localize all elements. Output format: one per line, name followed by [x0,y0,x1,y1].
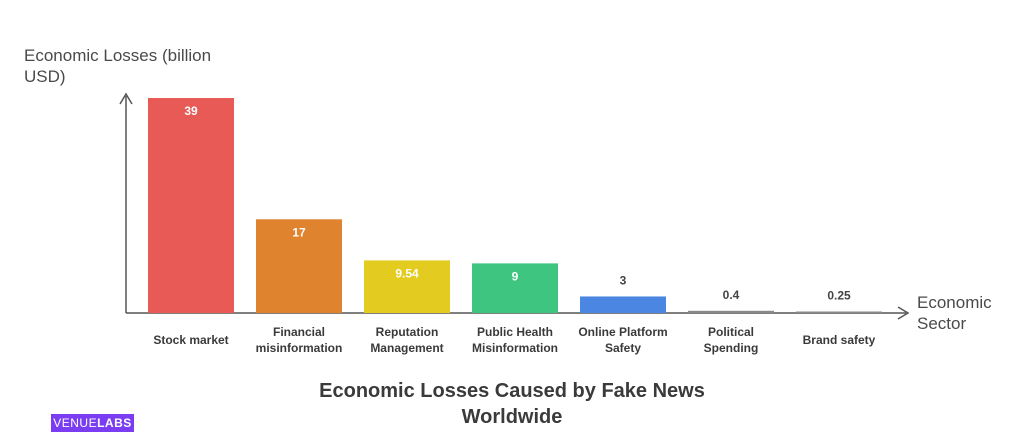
value-label-4: 3 [620,273,627,287]
bar-3 [472,263,558,313]
bar-4 [580,296,666,313]
category-labels: Stock market Financial misinformation Reput… [153,325,875,355]
category-label-2: Reputation Management [370,325,443,355]
value-label-1: 17 [292,225,306,239]
value-label-3: 9 [512,269,519,283]
category-label-0: Stock market [153,333,228,347]
category-label-6: Brand safety [803,333,876,347]
chart-title: Economic Losses Caused by Fake News Worl… [319,380,705,428]
x-axis-arrow [897,306,910,320]
venuelabs-logo: VENUELABS [51,414,134,432]
value-label-0: 39 [184,104,198,118]
bar-6 [796,311,882,313]
y-axis-arrow [119,92,133,105]
category-label-1: Financial misinformation [256,325,343,355]
logo-part-venue: VENUE [53,416,98,430]
y-axis-title: Economic Losses (billion USD) [24,46,212,86]
category-label-5: Political Spending [704,325,759,355]
bar-0 [148,98,234,313]
bar-5 [688,310,774,313]
logo-part-labs: LABS [97,416,132,430]
value-labels: 39 17 9.54 9 3 0.4 0.25 [184,104,851,303]
bar-1 [256,219,342,313]
value-label-5: 0.4 [723,288,740,302]
category-label-3: Public Health Misinformation [472,325,558,355]
value-label-2: 9.54 [395,266,419,280]
bar-2 [364,260,450,313]
x-axis-title: Economic Sector [917,293,992,333]
value-label-6: 0.25 [827,289,851,303]
category-label-4: Online Platform Safety [578,325,667,355]
bars [148,98,882,313]
